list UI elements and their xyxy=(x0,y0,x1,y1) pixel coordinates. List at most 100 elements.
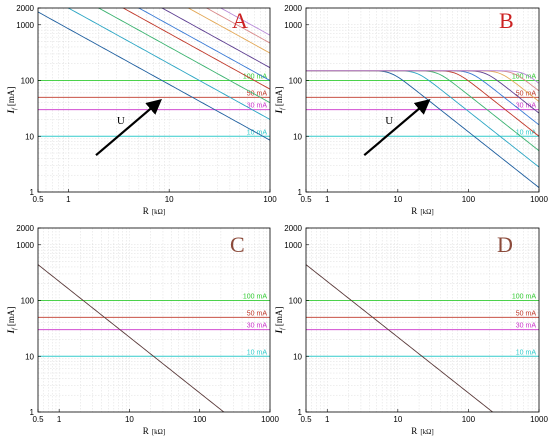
y-tick-label: 10 xyxy=(25,352,34,361)
threshold-label: 30 mA xyxy=(247,103,268,110)
threshold-label: 10 mA xyxy=(516,129,537,136)
y-tick-label: 100 xyxy=(21,77,35,86)
curve-line xyxy=(97,8,270,104)
x-tick-label: 10 xyxy=(125,415,134,424)
y-axis-symbol: I xyxy=(6,329,16,334)
threshold-label: 50 mA xyxy=(516,310,537,317)
threshold-label: 100 mA xyxy=(243,74,267,81)
plot-frame xyxy=(37,227,271,413)
x-tick-label: 0.5 xyxy=(32,415,44,424)
threshold-label: 30 mA xyxy=(516,103,537,110)
y-axis-unit: [mA] xyxy=(274,87,284,107)
y-tick-label: 1000 xyxy=(284,21,302,30)
plot-frame xyxy=(305,7,540,193)
threshold-label: 50 mA xyxy=(516,90,537,97)
x-axis-unit: [kΩ] xyxy=(152,428,165,436)
threshold-label: 30 mA xyxy=(247,323,268,330)
curve-line xyxy=(306,264,494,412)
x-tick-label: 10 xyxy=(393,415,402,424)
y-axis-label: If[mA] xyxy=(274,87,286,115)
y-tick-label: 10 xyxy=(293,132,302,141)
x-tick-label: 1 xyxy=(66,195,71,204)
y-tick-label: 100 xyxy=(21,297,35,306)
y-axis-symbol: I xyxy=(6,109,16,114)
y-axis-label: If[mA] xyxy=(6,87,18,115)
y-tick-label: 1000 xyxy=(16,241,34,250)
x-tick-label: 1000 xyxy=(261,415,279,424)
plot-frame xyxy=(37,7,271,193)
curve-line xyxy=(161,8,270,69)
y-axis-symbol: I xyxy=(274,329,284,334)
curve-line xyxy=(67,8,270,120)
x-axis-symbol: R xyxy=(143,426,149,436)
threshold-label: 10 mA xyxy=(247,349,268,356)
x-tick-label: 0.5 xyxy=(300,195,312,204)
y-axis-unit: [mA] xyxy=(6,87,16,107)
y-tick-label: 2000 xyxy=(284,224,302,233)
x-axis-label: R [kΩ] xyxy=(143,426,165,436)
curves xyxy=(38,264,225,412)
panel-letter: A xyxy=(232,8,248,33)
y-axis-subscript: f xyxy=(279,107,286,110)
increase-arrow xyxy=(363,98,431,157)
grid xyxy=(305,7,540,193)
y-axis-subscript: f xyxy=(279,327,286,330)
curve-line xyxy=(38,11,270,141)
curve-line xyxy=(306,70,539,126)
x-tick-label: 100 xyxy=(193,415,207,424)
voltage-annotation: U xyxy=(385,115,393,127)
y-axis-subscript: f xyxy=(11,107,18,110)
y-tick-label: 1000 xyxy=(16,21,34,30)
y-axis-label: If[mA] xyxy=(6,307,18,335)
x-axis-symbol: R xyxy=(143,206,149,216)
curve-line xyxy=(137,8,270,81)
y-tick-label: 1 xyxy=(30,408,35,417)
grid xyxy=(37,7,271,193)
threshold-label: 100 mA xyxy=(512,74,536,81)
curve-line xyxy=(219,8,270,36)
y-axis-label: If[mA] xyxy=(274,307,286,335)
threshold-label: 100 mA xyxy=(512,294,536,301)
panel-letter: C xyxy=(230,232,245,257)
y-tick-label: 1 xyxy=(298,408,303,417)
threshold-label: 10 mA xyxy=(516,349,537,356)
x-tick-label: 100 xyxy=(462,415,476,424)
y-tick-label: 100 xyxy=(289,77,303,86)
y-tick-label: 1 xyxy=(30,188,35,197)
x-axis-unit: [kΩ] xyxy=(420,428,433,436)
y-tick-label: 2000 xyxy=(284,4,302,13)
x-axis-label: R [kΩ] xyxy=(411,206,433,216)
y-tick-label: 2000 xyxy=(16,4,34,13)
threshold-label: 50 mA xyxy=(247,310,268,317)
x-tick-label: 1000 xyxy=(530,415,548,424)
y-tick-label: 10 xyxy=(293,352,302,361)
y-tick-label: 100 xyxy=(289,297,303,306)
curves xyxy=(38,8,270,141)
y-tick-label: 10 xyxy=(25,132,34,141)
curve-line xyxy=(187,8,270,54)
y-tick-label: 1000 xyxy=(284,241,302,250)
curve-line xyxy=(306,70,539,188)
curves xyxy=(306,70,539,188)
curve-line xyxy=(205,8,270,44)
increase-arrow xyxy=(95,98,162,157)
x-axis-unit: [kΩ] xyxy=(420,208,433,216)
y-axis-unit: [mA] xyxy=(274,307,284,327)
panel-letter: D xyxy=(497,232,513,257)
threshold-label: 100 mA xyxy=(243,294,267,301)
curve-line xyxy=(306,70,539,84)
x-tick-label: 1000 xyxy=(530,195,548,204)
x-tick-label: 1 xyxy=(325,195,330,204)
curves xyxy=(306,264,494,412)
curve-line xyxy=(38,264,225,412)
threshold-label: 30 mA xyxy=(516,323,537,330)
x-tick-label: 1 xyxy=(325,415,330,424)
x-tick-label: 1 xyxy=(57,415,62,424)
x-tick-label: 10 xyxy=(393,195,402,204)
panel-letter: B xyxy=(499,8,514,33)
curve-line xyxy=(122,8,270,90)
